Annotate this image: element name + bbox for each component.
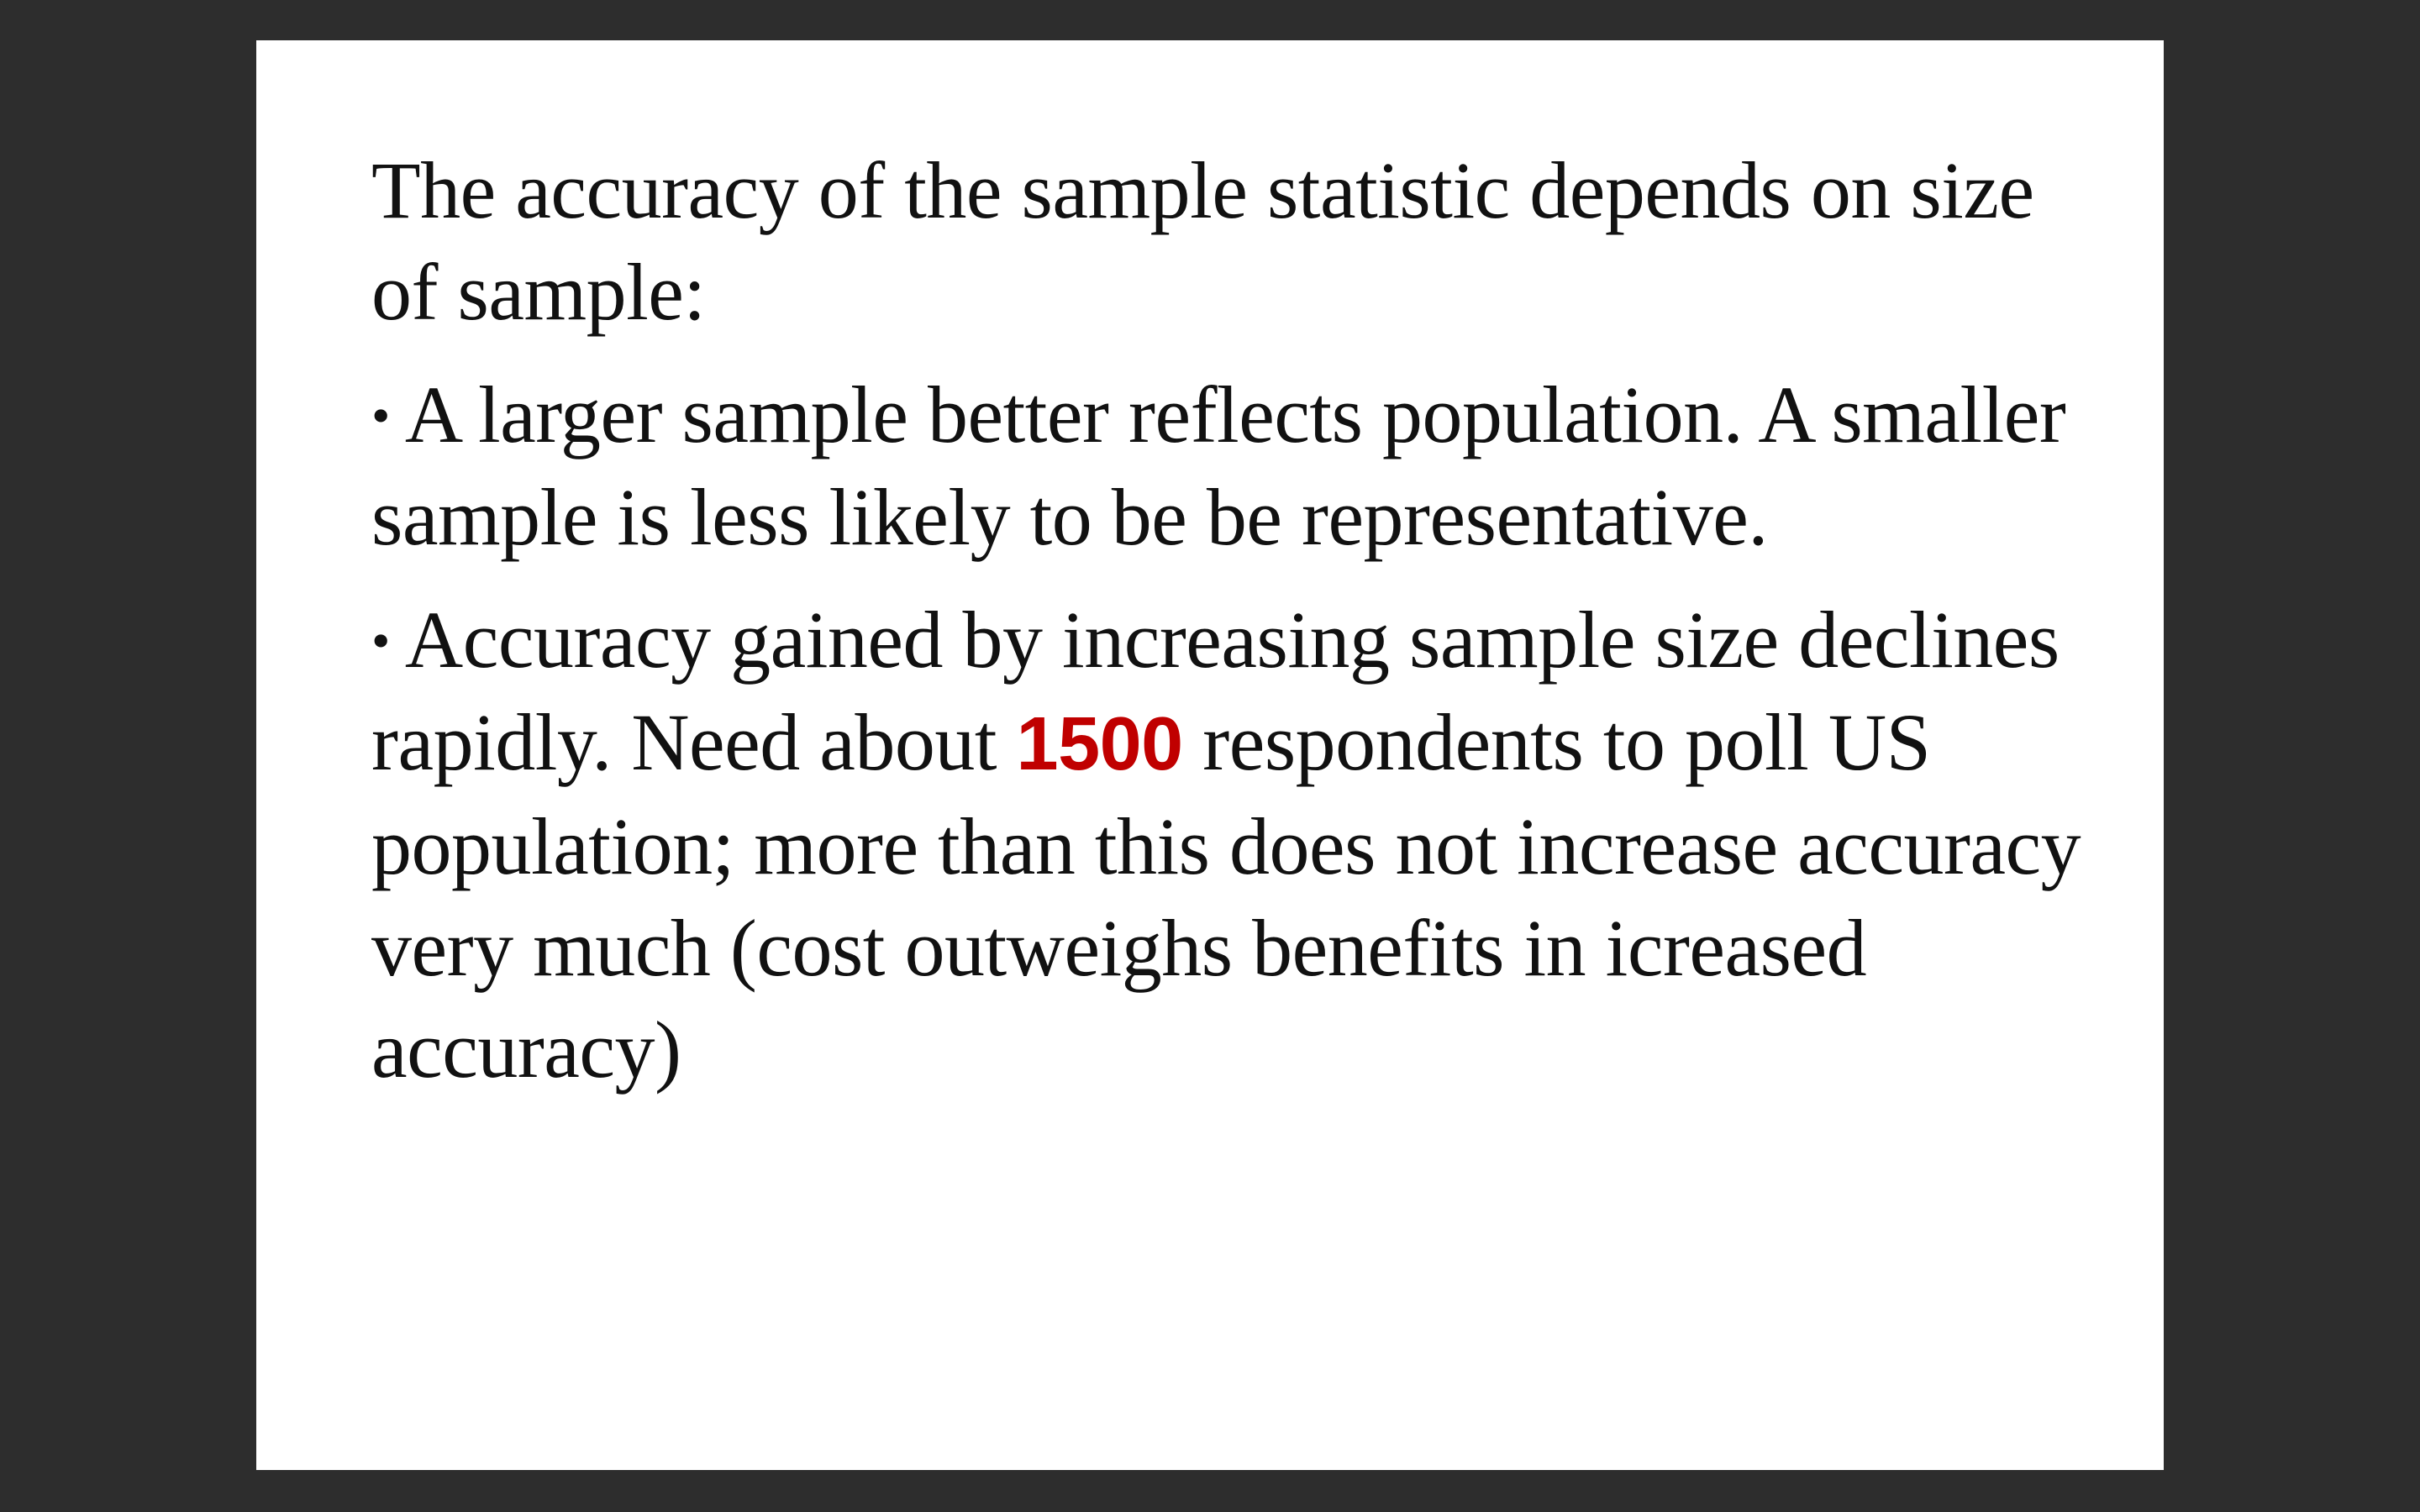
highlighted-number: 1500 <box>1016 702 1184 786</box>
bullet-icon: • <box>371 611 390 670</box>
intro-paragraph: The accuracy of the sample statistic dep… <box>371 145 2034 337</box>
bullet-item-1: • A larger sample better reflects populat… <box>371 364 2086 568</box>
bullet-icon: • <box>371 386 390 445</box>
bullet-item-2: • Accuracy gained by increasing sample si… <box>371 589 2086 1100</box>
bullet-text-2-after: respondents to poll US population; more … <box>371 697 2081 1095</box>
bullet-text-1: A larger sample better reflects populati… <box>371 370 2066 562</box>
slide-body: The accuracy of the sample statistic dep… <box>371 139 2086 1121</box>
bullet-text-2-before: Accuracy gained by increasing sample siz… <box>371 595 2060 787</box>
slide-page: The accuracy of the sample statistic dep… <box>256 40 2164 1470</box>
